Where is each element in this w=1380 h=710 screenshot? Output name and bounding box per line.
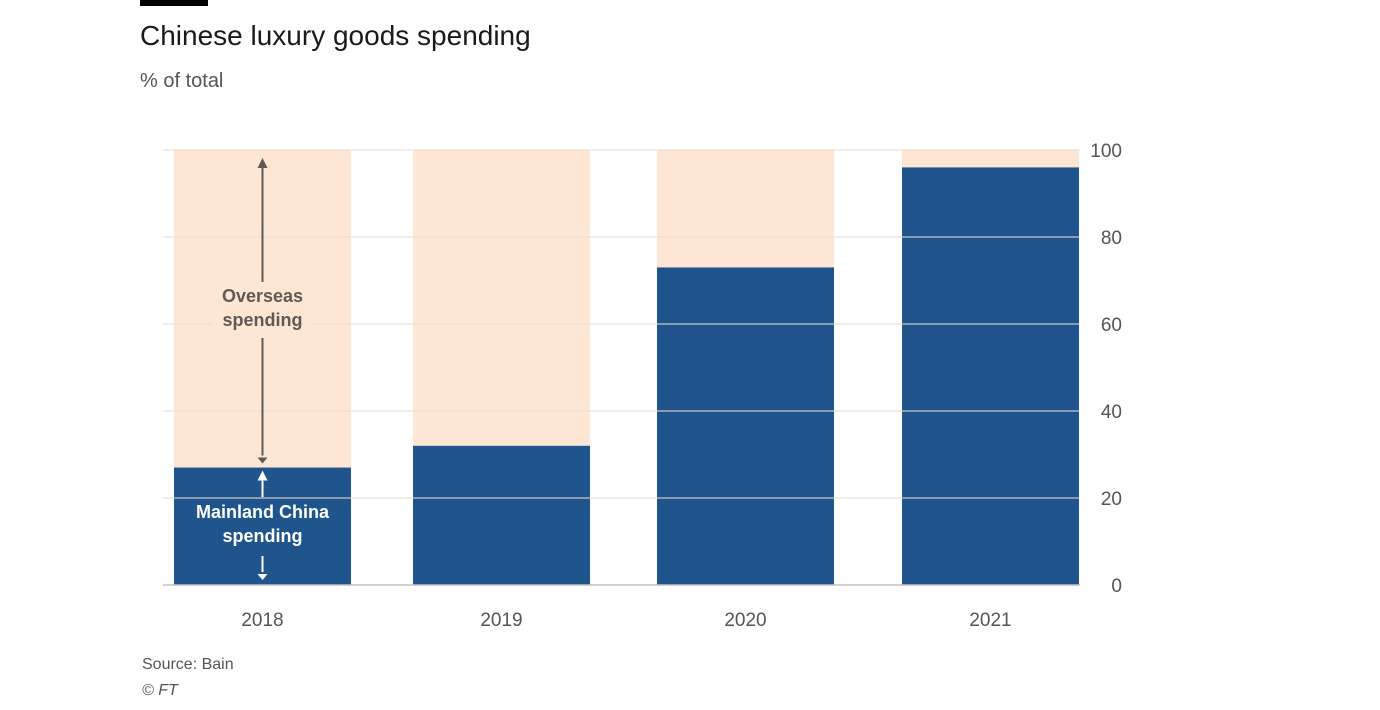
y-tick-label: 20 [1101, 489, 1122, 510]
annotation-mainland: Mainland China [196, 502, 330, 522]
copyright: © FT [142, 682, 178, 699]
x-tick-label: 2020 [724, 610, 766, 631]
mainland-arrow-up-head-icon [257, 470, 268, 481]
y-tick-label: 60 [1101, 315, 1122, 336]
annotation-bg [212, 284, 313, 334]
annotation-overseas: spending [223, 310, 303, 330]
ft-header-rule [140, 0, 208, 6]
y-tick-label: 40 [1101, 402, 1122, 423]
bar-mainland-2020 [657, 267, 834, 585]
source-note: Source: Bain [142, 656, 234, 673]
chart-title: Chinese luxury goods spending [140, 20, 531, 51]
mainland-arrow-down-head-icon [257, 574, 268, 580]
bar-overseas-2020 [657, 150, 834, 268]
bar-mainland-2021 [902, 167, 1079, 585]
x-tick-label: 2018 [241, 610, 283, 631]
chart-subtitle: % of total [140, 70, 224, 92]
x-tick-label: 2021 [969, 610, 1011, 631]
y-tick-label: 80 [1101, 228, 1122, 249]
bar-mainland-2019 [413, 445, 590, 585]
x-tick-label: 2019 [480, 610, 522, 631]
annotation-mainland: spending [223, 526, 303, 546]
overseas-arrow-down-head-icon [257, 457, 268, 464]
overseas-arrow-up-head-icon [257, 158, 268, 168]
annotation-overseas: Overseas [222, 286, 303, 306]
y-tick-label: 100 [1090, 141, 1122, 162]
bar-overseas-2021 [902, 150, 1079, 168]
bar-overseas-2019 [413, 150, 590, 446]
y-tick-label: 0 [1111, 576, 1122, 597]
